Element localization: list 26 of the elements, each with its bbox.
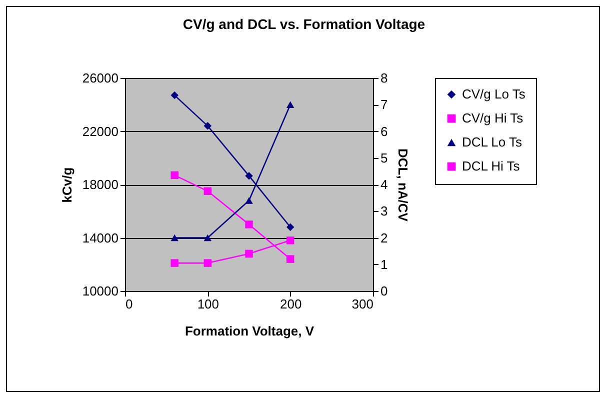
x-axis-title: Formation Voltage, V bbox=[184, 324, 314, 338]
x-tick-label: 0 bbox=[126, 296, 133, 312]
y2-tick-label: 4 bbox=[380, 177, 388, 192]
legend-label: CV/g Lo Ts bbox=[462, 86, 526, 102]
y2-tick-label: 0 bbox=[380, 284, 388, 298]
x-tick-label: 300 bbox=[352, 296, 374, 312]
x-tick-label: 200 bbox=[280, 296, 302, 312]
y2-tick-label: 8 bbox=[380, 70, 388, 86]
y-axis-title: kCv/g bbox=[59, 167, 74, 203]
y2-tick-label: 5 bbox=[380, 150, 388, 166]
y2-tick-label: 1 bbox=[380, 256, 388, 272]
legend-label: DCL Hi Ts bbox=[462, 158, 520, 174]
legend-label: CV/g Hi Ts bbox=[462, 110, 524, 126]
y2-tick-label: 7 bbox=[380, 97, 388, 112]
y2-tick-label: 6 bbox=[380, 124, 388, 139]
y-tick-label: 26000 bbox=[82, 70, 118, 86]
chart-title: CV/g and DCL vs. Formation Voltage bbox=[182, 16, 426, 32]
y-tick-label: 10000 bbox=[82, 284, 118, 298]
y-tick-label: 18000 bbox=[82, 177, 118, 192]
y-tick-label: 14000 bbox=[82, 230, 118, 246]
y2-tick-label: 3 bbox=[380, 204, 388, 219]
y2-axis-title: DCL, nA/CV bbox=[396, 148, 411, 222]
y-tick-label: 22000 bbox=[82, 124, 118, 139]
legend-label: DCL Lo Ts bbox=[462, 134, 522, 150]
y2-tick-label: 2 bbox=[380, 230, 388, 246]
x-tick-label: 100 bbox=[197, 296, 220, 312]
